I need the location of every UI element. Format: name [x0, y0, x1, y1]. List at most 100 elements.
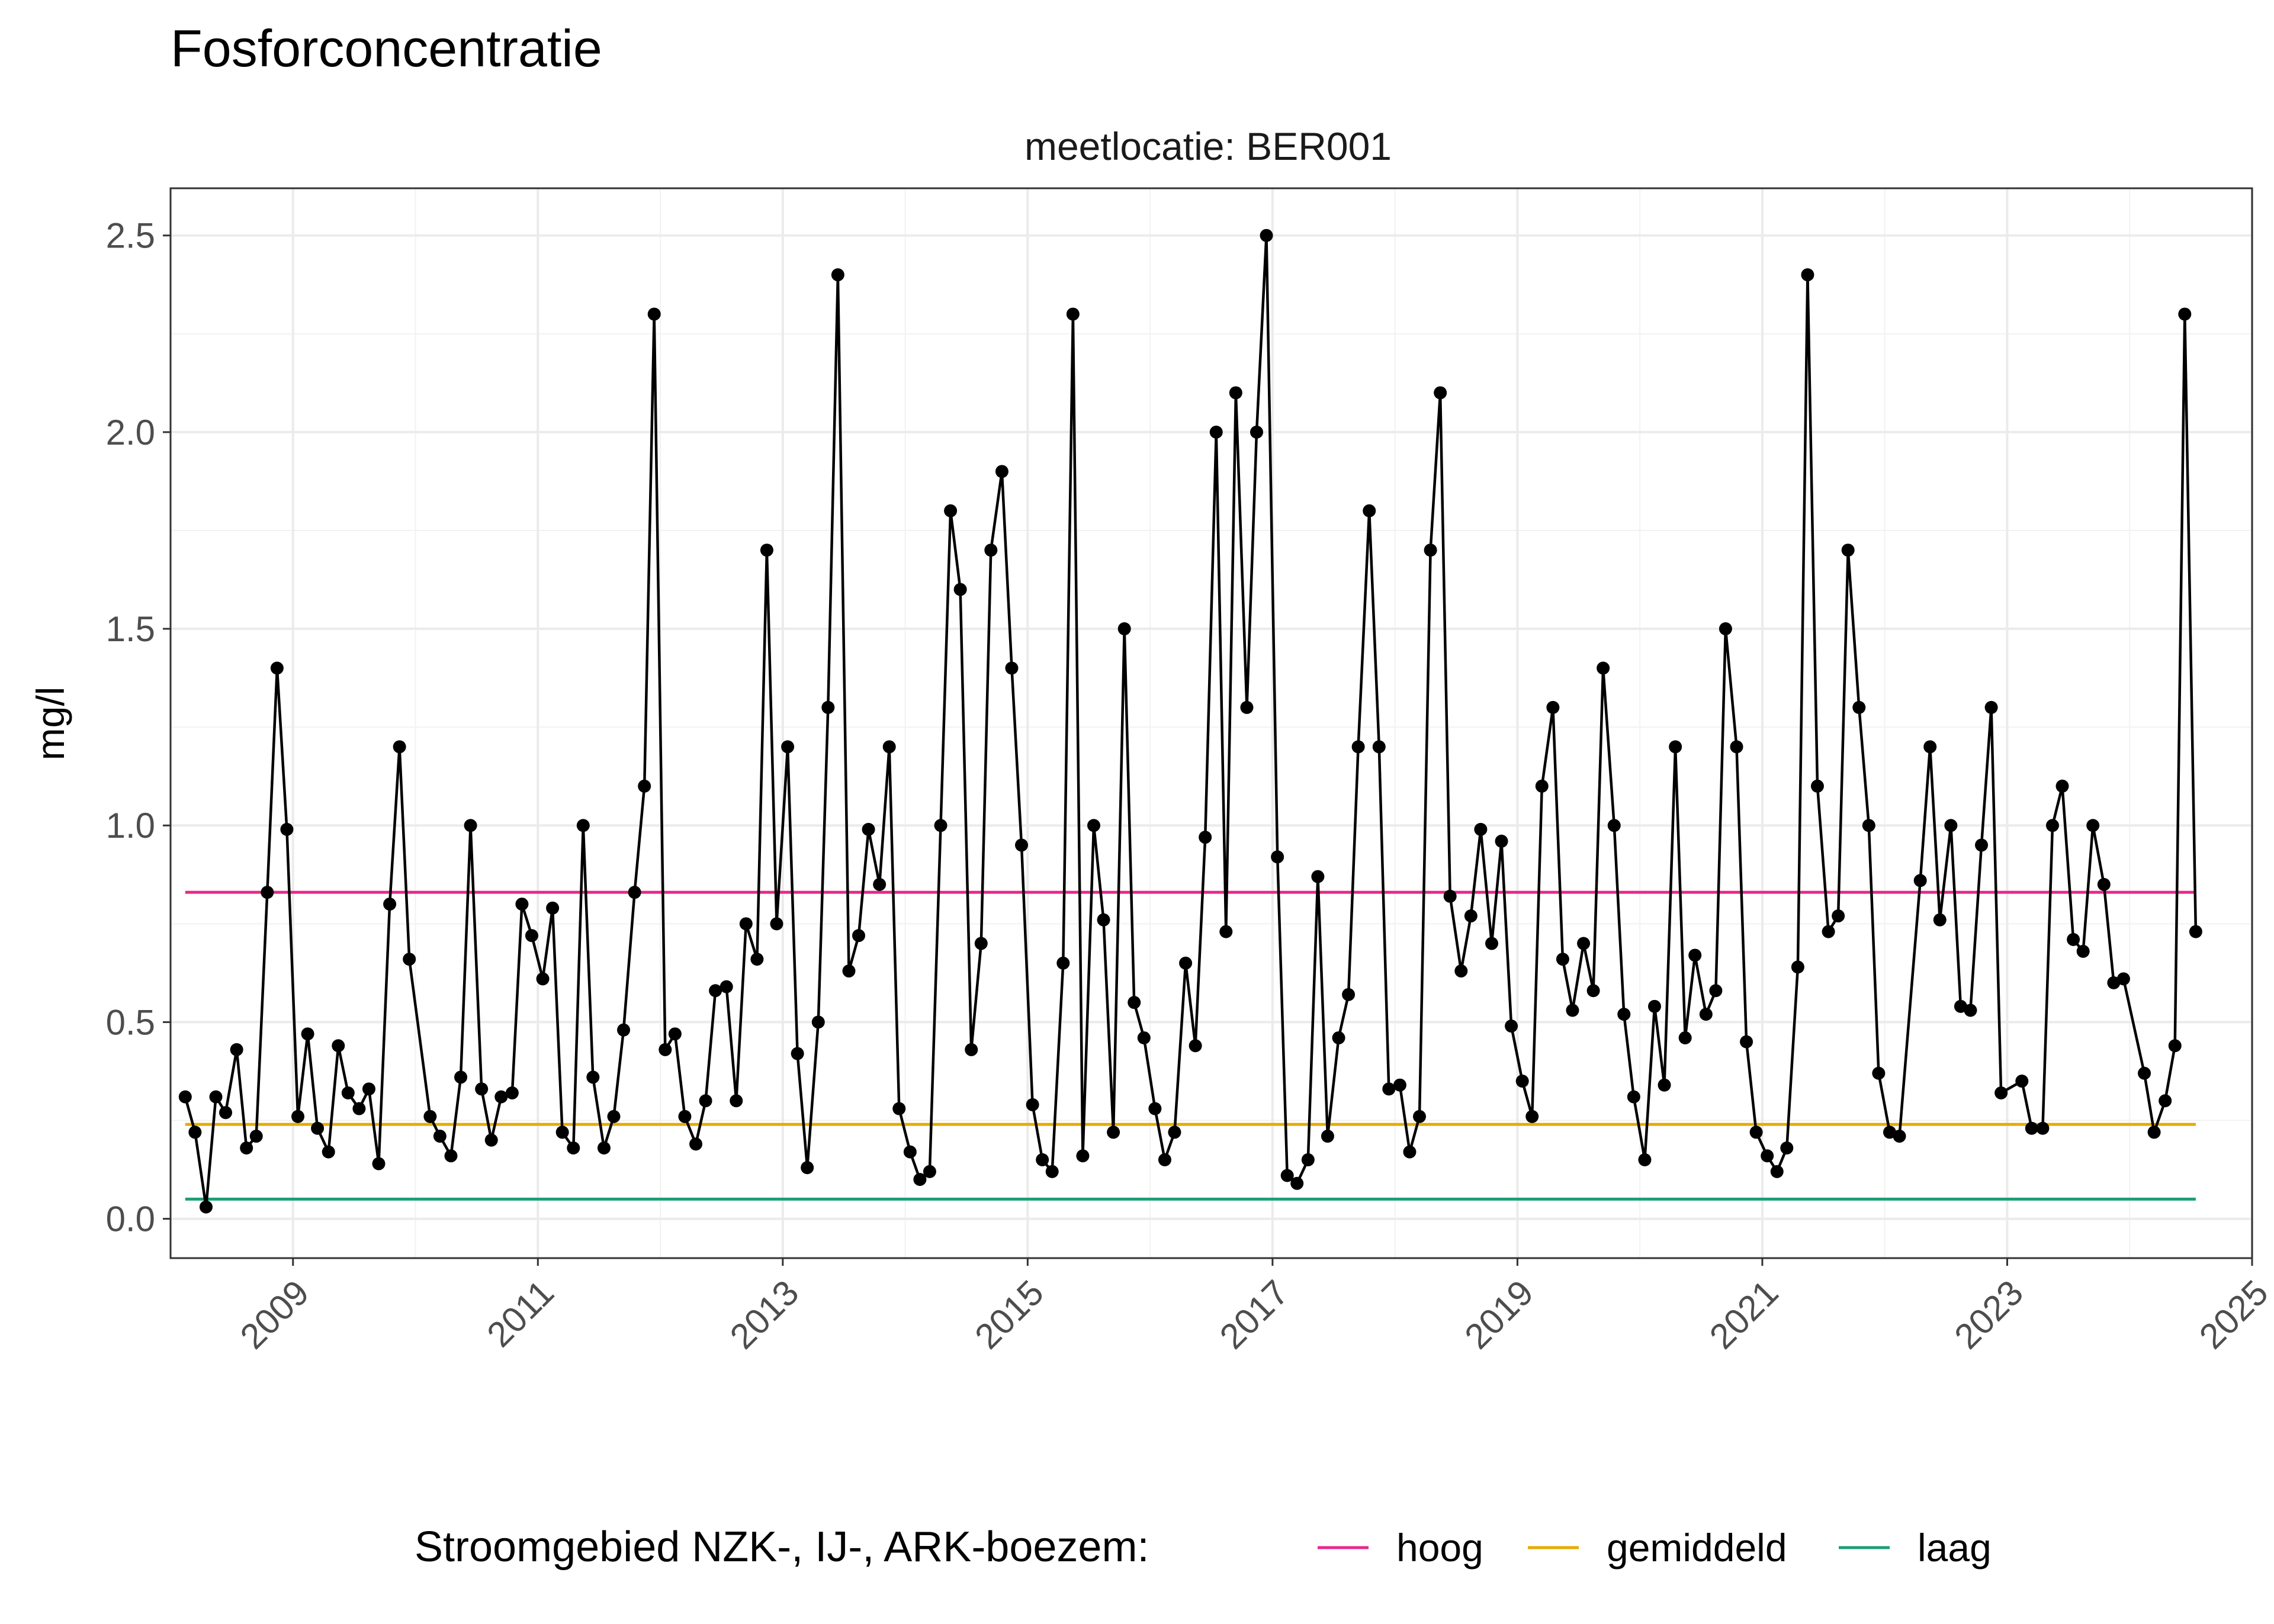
data-point: [1597, 661, 1610, 675]
data-point: [352, 1102, 366, 1115]
data-point: [944, 504, 958, 517]
data-point: [1577, 937, 1591, 950]
data-point: [1607, 819, 1621, 832]
y-tick-label: 1.5: [106, 609, 155, 649]
data-point: [1913, 874, 1927, 887]
data-point: [1832, 909, 1845, 923]
data-point: [699, 1094, 712, 1108]
data-point: [280, 822, 294, 836]
data-point: [199, 1200, 213, 1214]
series-line: [184, 234, 2198, 1208]
data-point: [1658, 1078, 1671, 1092]
data-point: [1229, 386, 1242, 400]
data-point: [1413, 1110, 1426, 1123]
data-point: [1801, 268, 1814, 282]
x-tick-label: 2013: [722, 1272, 807, 1356]
data-point: [1117, 622, 1131, 636]
data-point: [555, 1125, 569, 1139]
data-point: [1107, 1125, 1120, 1139]
data-point: [546, 901, 560, 915]
data-point: [1780, 1141, 1794, 1155]
data-point: [811, 1015, 825, 1029]
data-point: [1852, 700, 1866, 714]
data-point: [1749, 1125, 1763, 1139]
data-point: [781, 740, 795, 754]
data-point: [1699, 1008, 1713, 1021]
data-point: [1678, 1031, 1692, 1044]
x-tick-label: 2015: [967, 1272, 1051, 1356]
x-tick-label: 2021: [1702, 1272, 1786, 1356]
series: [178, 229, 2202, 1214]
data-point: [1464, 909, 1478, 923]
data-point: [791, 1047, 804, 1060]
data-point: [332, 1039, 345, 1053]
data-point: [1372, 740, 1386, 754]
data-point: [188, 1125, 202, 1139]
data-point: [2168, 1039, 2182, 1053]
data-point: [1168, 1125, 1181, 1139]
y-tick-label: 0.5: [106, 1002, 155, 1042]
data-point: [1066, 307, 1080, 321]
data-point: [261, 886, 274, 899]
data-point: [393, 740, 406, 754]
legend-label-hoog: hoog: [1396, 1526, 1483, 1570]
data-point: [1770, 1165, 1784, 1178]
data-point: [2067, 932, 2080, 946]
data-point: [341, 1086, 355, 1099]
data-point: [1219, 925, 1233, 938]
data-point: [311, 1121, 325, 1135]
data-point: [1351, 740, 1365, 754]
data-point: [475, 1082, 489, 1096]
data-point: [536, 972, 550, 986]
data-point: [1841, 544, 1855, 557]
panel-border: [169, 187, 2253, 1259]
data-point: [525, 929, 538, 943]
data-point: [219, 1106, 233, 1120]
data-point: [1485, 937, 1498, 950]
data-point: [1005, 661, 1019, 675]
data-point: [484, 1133, 498, 1147]
data-point: [403, 953, 416, 966]
x-axis: 2009 2011 2013 2015 2017 2019 2021 2023 2025: [233, 1258, 2274, 1356]
legend-label-laag: laag: [1918, 1526, 1992, 1570]
data-point: [1332, 1031, 1345, 1044]
x-tick-label: 2009: [233, 1272, 317, 1356]
data-point: [1271, 850, 1284, 864]
y-tick-label: 2.5: [106, 216, 155, 256]
data-point: [1403, 1145, 1417, 1159]
x-tick-label: 2025: [2192, 1272, 2274, 1356]
data-point: [1474, 822, 1488, 836]
data-point: [1546, 700, 1560, 714]
data-point: [270, 661, 284, 675]
data-point: [362, 1082, 375, 1096]
data-point: [882, 740, 896, 754]
data-point: [984, 544, 998, 557]
data-point: [2086, 819, 2100, 832]
data-point: [965, 1043, 978, 1056]
data-point: [1076, 1149, 1090, 1163]
data-point: [1638, 1153, 1652, 1166]
data-point: [597, 1141, 611, 1155]
data-point: [1382, 1082, 1396, 1096]
data-point: [301, 1027, 314, 1041]
data-point: [454, 1070, 468, 1084]
data-point: [1872, 1066, 1886, 1080]
data-point: [923, 1165, 936, 1178]
data-point: [1434, 386, 1447, 400]
data-point: [801, 1161, 814, 1175]
data-point: [1209, 425, 1223, 439]
data-point: [249, 1130, 263, 1143]
data-point: [2036, 1121, 2050, 1135]
data-point: [638, 779, 651, 793]
data-point: [2055, 779, 2069, 793]
data-point: [2025, 1121, 2038, 1135]
data-point: [1342, 988, 1356, 1001]
y-tick-label: 2.0: [106, 413, 155, 452]
data-point: [1087, 819, 1101, 832]
data-point: [913, 1173, 927, 1186]
data-point: [322, 1145, 335, 1159]
data-point: [1280, 1169, 1294, 1182]
data-point: [1730, 740, 1743, 754]
data-point: [1669, 740, 1682, 754]
